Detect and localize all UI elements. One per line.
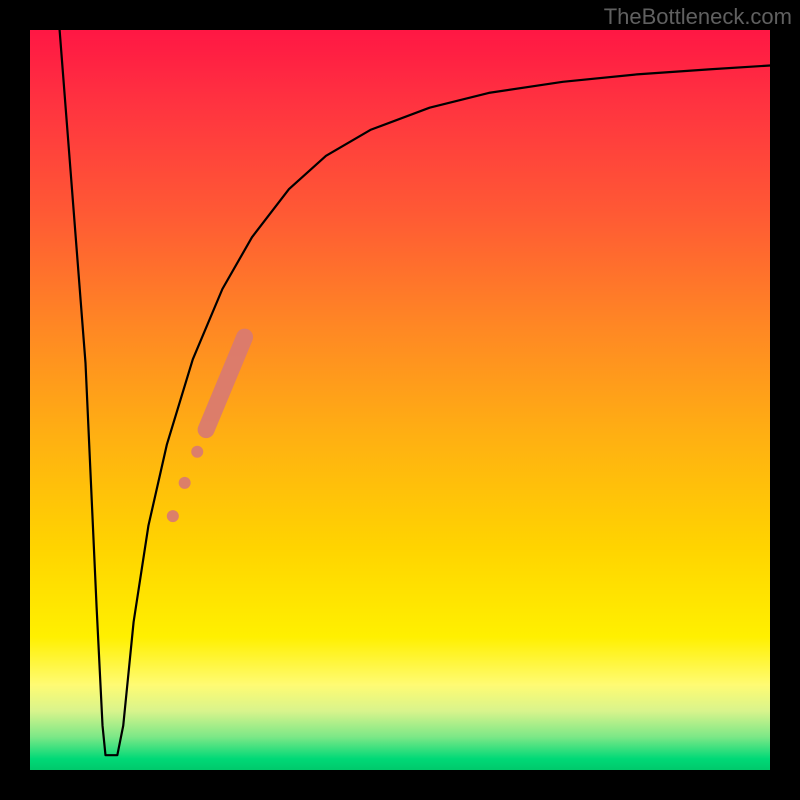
plot-gradient-bg bbox=[30, 30, 770, 770]
marker-dot-1 bbox=[179, 477, 191, 489]
marker-dot-2 bbox=[191, 446, 203, 458]
attribution-label: TheBottleneck.com bbox=[604, 4, 792, 30]
bottleneck-chart-svg bbox=[0, 0, 800, 800]
marker-dot-0 bbox=[167, 510, 179, 522]
chart-container: TheBottleneck.com bbox=[0, 0, 800, 800]
